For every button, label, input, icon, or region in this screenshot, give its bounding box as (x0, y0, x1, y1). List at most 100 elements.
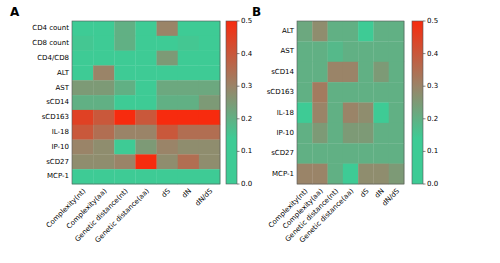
cell (72, 95, 93, 110)
cell (178, 110, 199, 125)
cell (199, 21, 220, 36)
cell (157, 154, 178, 169)
cell (178, 36, 199, 51)
cell (93, 110, 114, 125)
cell (199, 80, 220, 95)
figure: ACD4 countCD8 countCD4/CD8ALTASTsCD14sCD… (0, 0, 500, 263)
x-tick-label: Genetic distance(aa) (94, 187, 151, 244)
y-tick-label: IL-18 (52, 128, 69, 136)
cell (389, 41, 405, 62)
cell (199, 95, 220, 110)
cell (114, 125, 135, 140)
cell (358, 164, 374, 185)
cell (297, 164, 313, 185)
cell (312, 41, 328, 62)
colorbar (412, 21, 423, 184)
x-tick-label: dS (359, 187, 371, 199)
cell (373, 103, 389, 124)
cell (114, 95, 135, 110)
cell (297, 103, 313, 124)
cell (328, 143, 344, 164)
cell (389, 21, 405, 42)
x-tick-label: Genetic distance(aa) (298, 187, 355, 244)
cell (72, 110, 93, 125)
cell (114, 80, 135, 95)
cell (157, 169, 178, 184)
cell (72, 51, 93, 66)
cell (343, 21, 359, 42)
cell (93, 140, 114, 155)
y-tick-label: sCD14 (271, 68, 294, 76)
cell (93, 51, 114, 66)
cell (178, 21, 199, 36)
cell (135, 80, 156, 95)
cell (312, 62, 328, 83)
y-tick-label: AST (55, 84, 69, 92)
colorbar-tick (237, 53, 240, 54)
colorbar-tick-label: 0.1 (427, 147, 438, 155)
cell (328, 62, 344, 83)
colorbar-tick (237, 21, 240, 22)
cell (72, 65, 93, 80)
cell (328, 82, 344, 103)
cell (312, 143, 328, 164)
y-tick-label: sCD163 (267, 88, 294, 96)
cell (358, 62, 374, 83)
cell (114, 21, 135, 36)
cell (93, 21, 114, 36)
cell (373, 123, 389, 144)
cell (114, 169, 135, 184)
colorbar-tick (237, 184, 240, 185)
cell (358, 143, 374, 164)
cell (312, 103, 328, 124)
cell (93, 169, 114, 184)
cell (297, 143, 313, 164)
cell (373, 164, 389, 185)
y-tick-label: ALT (57, 69, 70, 77)
cell (389, 164, 405, 185)
colorbar-tick-label: 0.0 (427, 180, 438, 188)
cell (178, 51, 199, 66)
cell (72, 80, 93, 95)
cell (389, 143, 405, 164)
cells (72, 21, 220, 184)
cell (135, 36, 156, 51)
cell (297, 82, 313, 103)
cell (297, 41, 313, 62)
cell (328, 123, 344, 144)
cell (93, 65, 114, 80)
cell (297, 123, 313, 144)
cell (178, 125, 199, 140)
cell (373, 62, 389, 83)
colorbar-tick-label: 0.5 (427, 17, 438, 25)
y-tick-label: CD8 count (32, 39, 69, 47)
plot-frame (297, 21, 404, 184)
colorbar-tick (423, 21, 426, 22)
cell (157, 65, 178, 80)
cell (72, 140, 93, 155)
cell (312, 164, 328, 185)
cell (343, 62, 359, 83)
cell (199, 110, 220, 125)
cell (114, 65, 135, 80)
cell (358, 41, 374, 62)
cell (178, 154, 199, 169)
cell (178, 95, 199, 110)
y-tick-label: MCP-1 (272, 170, 294, 178)
cell (199, 140, 220, 155)
cell (157, 125, 178, 140)
colorbar-tick (423, 151, 426, 152)
cell (135, 65, 156, 80)
cell (312, 21, 328, 42)
cell (389, 82, 405, 103)
colorbar-tick (423, 53, 426, 54)
cell (343, 123, 359, 144)
cell (358, 103, 374, 124)
y-tick-label: sCD27 (46, 158, 69, 166)
y-tick-label: sCD27 (271, 149, 294, 157)
cell (135, 125, 156, 140)
y-tick-label: IP-10 (276, 129, 294, 137)
cell (135, 95, 156, 110)
cell (72, 169, 93, 184)
colorbar-tick (237, 86, 240, 87)
